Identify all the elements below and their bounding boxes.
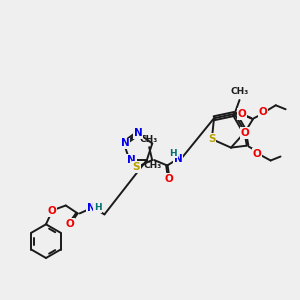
Text: N: N: [121, 138, 129, 148]
Text: O: O: [238, 109, 246, 119]
Text: H: H: [169, 148, 177, 158]
Text: N: N: [173, 154, 182, 164]
Text: O: O: [47, 206, 56, 216]
Text: O: O: [241, 128, 249, 138]
Text: S: S: [133, 162, 140, 172]
Text: CH₃: CH₃: [139, 135, 157, 144]
Text: N: N: [87, 203, 96, 214]
Text: O: O: [252, 148, 261, 159]
Text: N: N: [134, 128, 142, 138]
Text: H: H: [94, 203, 101, 212]
Text: CH₃: CH₃: [230, 87, 249, 96]
Text: N: N: [127, 155, 136, 165]
Text: S: S: [208, 134, 216, 144]
Text: O: O: [165, 174, 173, 184]
Text: CH₃: CH₃: [143, 161, 161, 170]
Text: O: O: [65, 219, 74, 229]
Text: O: O: [259, 107, 267, 117]
